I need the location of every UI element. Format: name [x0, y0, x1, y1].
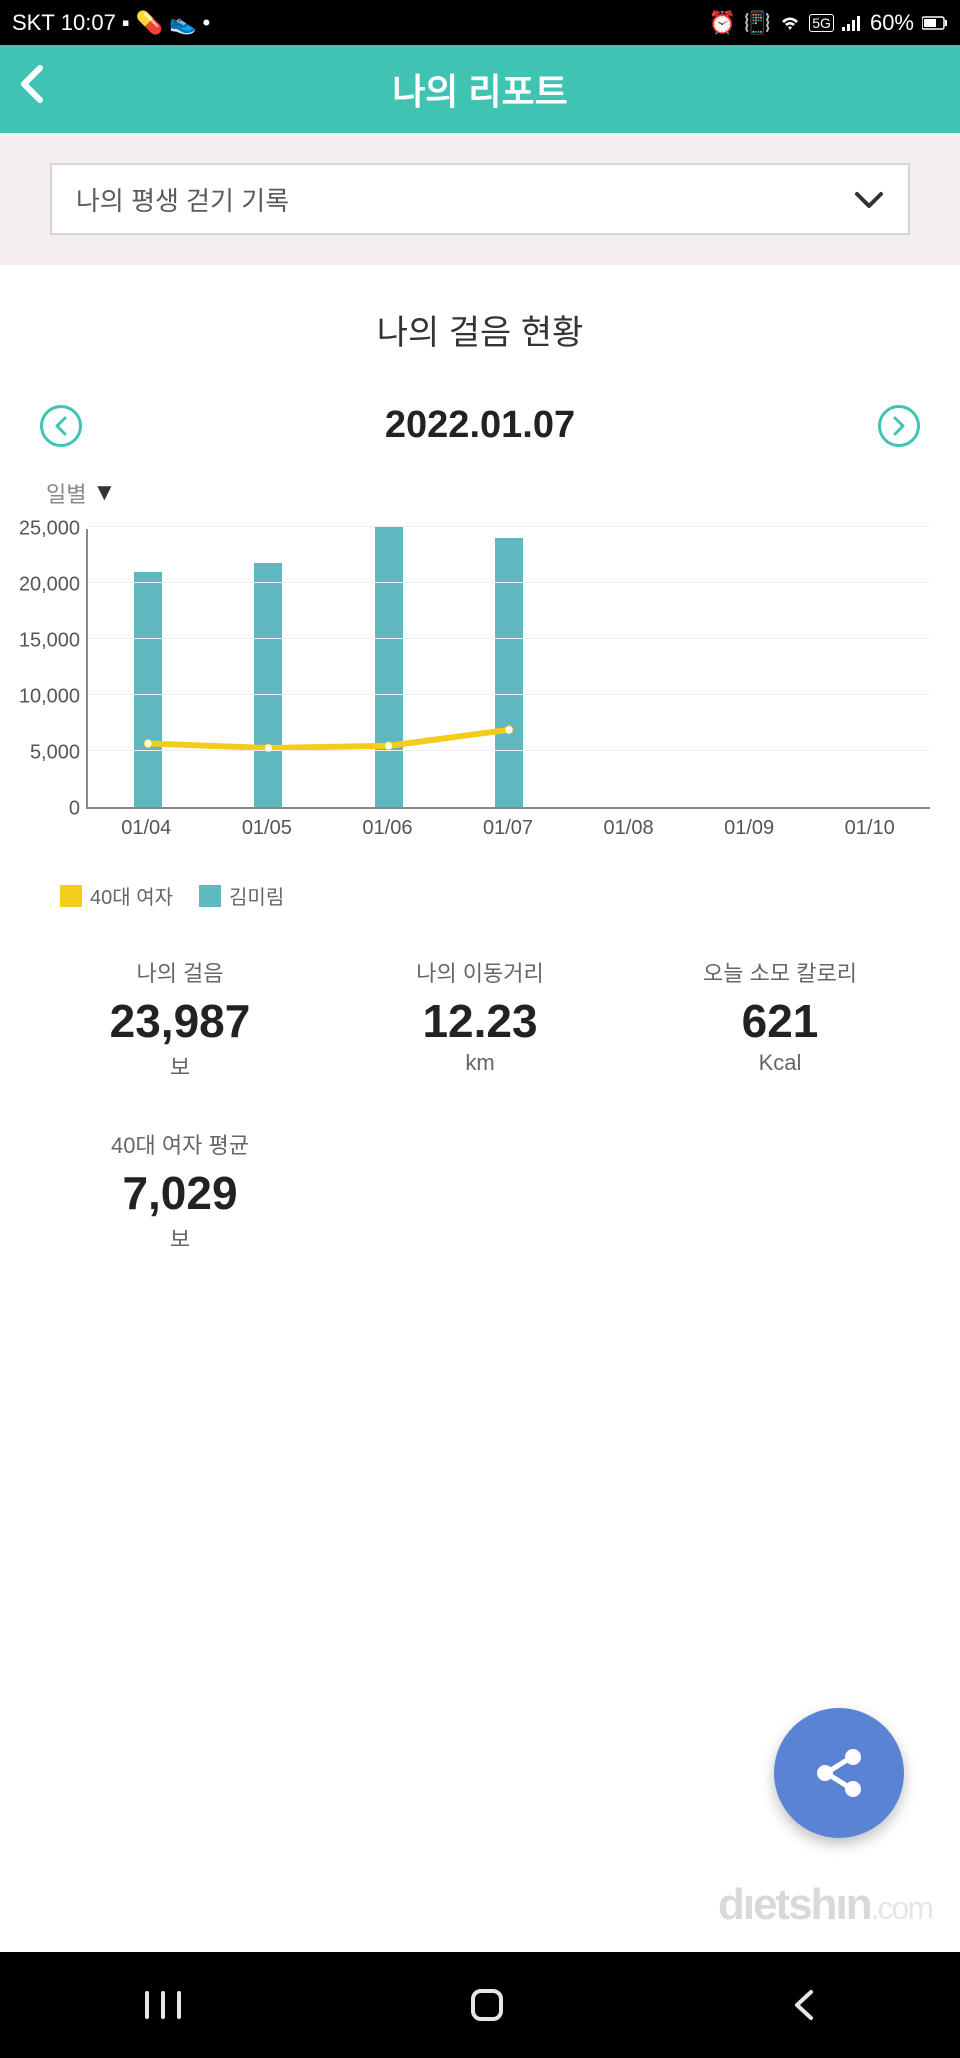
alarm-icon: ⏰ — [708, 10, 735, 36]
stat-value: 7,029 — [30, 1166, 330, 1220]
stat-unit: 보 — [30, 1050, 330, 1082]
battery-icon — [922, 16, 948, 30]
stat-title: 40대 여자 평균 — [30, 1128, 330, 1160]
shoe-icon: 👟 — [169, 10, 196, 36]
x-tick-label: 01/06 — [362, 817, 412, 840]
bar — [134, 572, 162, 807]
x-tick-label: 01/07 — [483, 817, 533, 840]
stats-grid: 나의 걸음23,987보나의 이동거리12.23km오늘 소모 칼로리621Kc… — [0, 910, 960, 1254]
nav-back-button[interactable] — [791, 1988, 817, 2022]
watermark-suffix: .com — [871, 1890, 932, 1926]
watermark-main: dıetshın — [718, 1880, 871, 1929]
y-tick-label: 5,000 — [30, 742, 88, 765]
stat-title: 오늘 소모 칼로리 — [630, 956, 930, 988]
app-header: 나의 리포트 — [0, 45, 960, 133]
status-bar: SKT 10:07 ▪ 💊 👟 • ⏰ 📳 5G 60% — [0, 0, 960, 45]
system-nav-bar — [0, 1952, 960, 2058]
x-tick-label: 01/08 — [604, 817, 654, 840]
section-title: 나의 걸음 현황 — [0, 305, 960, 354]
signal-icon — [842, 15, 862, 31]
pill-icon: 💊 — [136, 10, 163, 36]
chart-legend: 40대 여자 김미림 — [0, 881, 960, 910]
status-left: SKT 10:07 ▪ 💊 👟 • — [12, 10, 210, 36]
bar — [254, 563, 282, 807]
carrier-label: SKT — [12, 10, 55, 36]
legend-label: 40대 여자 — [90, 881, 173, 910]
legend-label: 김미림 — [229, 881, 284, 910]
legend-swatch — [199, 885, 221, 907]
bar-layer — [88, 529, 930, 807]
stat-cell: 오늘 소모 칼로리 621Kcal — [630, 956, 930, 1082]
x-tick-label: 01/09 — [724, 817, 774, 840]
content: 나의 걸음 현황 2022.01.07 일별 ▼ 05,00010,00015,… — [0, 265, 960, 1254]
stat-unit: km — [330, 1050, 630, 1076]
bar — [495, 538, 523, 807]
wifi-icon — [779, 14, 801, 32]
x-tick-label: 01/05 — [242, 817, 292, 840]
status-time: 10:07 — [61, 10, 116, 36]
stat-title: 나의 걸음 — [30, 956, 330, 988]
stat-title: 나의 이동거리 — [330, 956, 630, 988]
network-badge: 5G — [809, 14, 834, 32]
stat-value: 621 — [630, 994, 930, 1048]
share-icon — [809, 1743, 869, 1803]
y-tick-label: 10,000 — [19, 686, 88, 709]
legend-item: 40대 여자 — [60, 881, 173, 910]
stat-cell: 나의 이동거리 12.23km — [330, 956, 630, 1082]
stat-cell: 40대 여자 평균 7,029보 — [30, 1128, 330, 1254]
x-tick-label: 01/04 — [121, 817, 171, 840]
current-date: 2022.01.07 — [385, 404, 575, 447]
date-navigator: 2022.01.07 — [0, 404, 960, 447]
page-title: 나의 리포트 — [392, 63, 568, 115]
date-prev-button[interactable] — [40, 405, 82, 447]
legend-item: 김미림 — [199, 881, 284, 910]
y-tick-label: 20,000 — [19, 574, 88, 597]
y-tick-label: 25,000 — [19, 518, 88, 541]
legend-swatch — [60, 885, 82, 907]
stat-cell: 나의 걸음 23,987보 — [30, 956, 330, 1082]
back-button[interactable] — [18, 64, 46, 114]
granularity-selector[interactable]: 일별 ▼ — [0, 477, 960, 509]
stat-value: 12.23 — [330, 994, 630, 1048]
share-button[interactable] — [774, 1708, 904, 1838]
y-tick-label: 15,000 — [19, 630, 88, 653]
steps-chart: 05,00010,00015,00020,00025,000 01/0401/0… — [0, 529, 960, 869]
stat-value: 23,987 — [30, 994, 330, 1048]
stat-unit: Kcal — [630, 1050, 930, 1076]
battery-text: 60% — [870, 10, 914, 36]
x-tick-label: 01/10 — [845, 817, 895, 840]
x-axis-labels: 01/04 01/05 01/06 01/07 01/08 01/09 01/10 — [86, 809, 930, 843]
app-badge-icon: ▪ — [122, 10, 130, 36]
stat-unit: 보 — [30, 1222, 330, 1254]
vibrate-icon: 📳 — [744, 10, 771, 36]
watermark: dıetshın.com — [718, 1880, 932, 1930]
triangle-down-icon: ▼ — [92, 479, 116, 507]
dropdown-section: 나의 평생 걷기 기록 — [0, 133, 960, 265]
date-next-button[interactable] — [878, 405, 920, 447]
chevron-down-icon — [854, 180, 884, 219]
granularity-label: 일별 — [46, 477, 86, 509]
bar — [375, 527, 403, 807]
chart-plot-area: 05,00010,00015,00020,00025,000 — [86, 529, 930, 809]
dropdown-label: 나의 평생 걷기 기록 — [76, 181, 289, 218]
nav-home-button[interactable] — [469, 1987, 505, 2023]
nav-recent-button[interactable] — [143, 1989, 183, 2021]
dot-icon: • — [202, 10, 210, 36]
status-right: ⏰ 📳 5G 60% — [708, 10, 948, 36]
report-type-dropdown[interactable]: 나의 평생 걷기 기록 — [50, 163, 910, 235]
